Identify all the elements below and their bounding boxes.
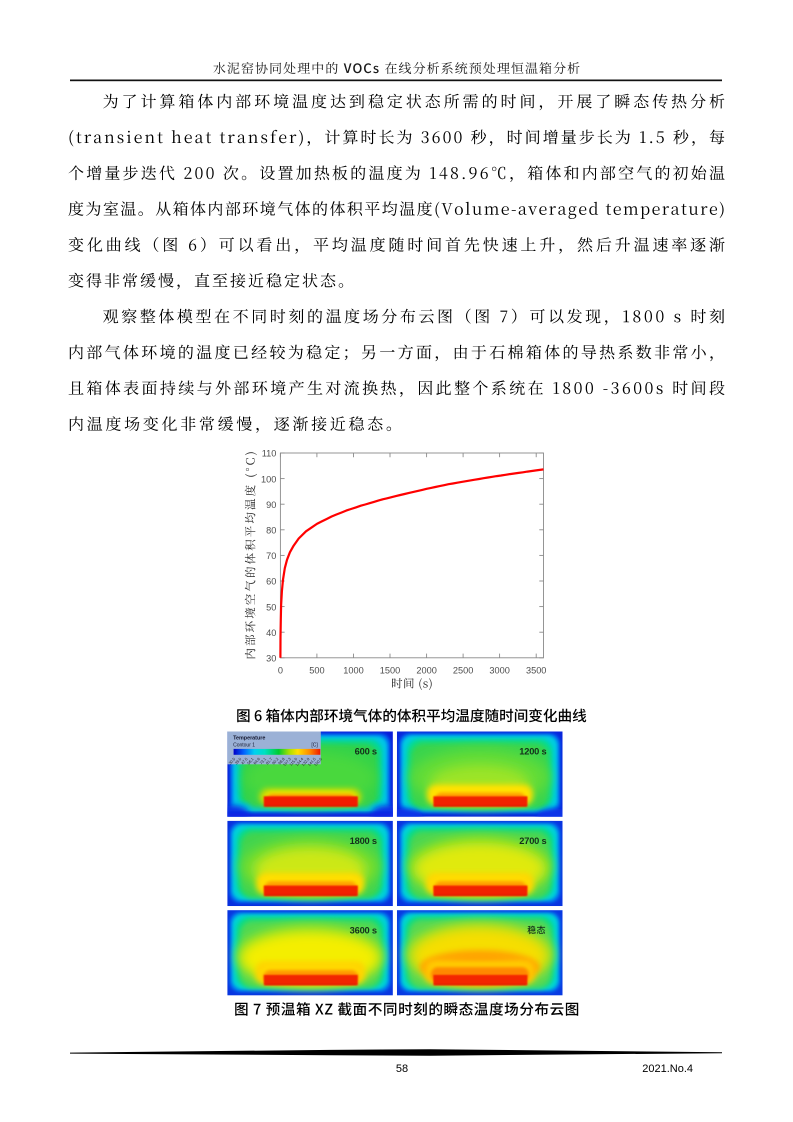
svg-text:3500: 3500 (526, 666, 546, 676)
svg-text:Contour 1: Contour 1 (233, 742, 255, 748)
svg-text:58: 58 (396, 1063, 408, 1075)
svg-text:2700 s: 2700 s (519, 836, 546, 846)
svg-text:30: 30 (266, 654, 276, 664)
svg-text:1800 s: 1800 s (350, 836, 377, 846)
svg-text:1200 s: 1200 s (519, 747, 546, 757)
svg-text:50: 50 (266, 602, 276, 612)
svg-text:500: 500 (309, 666, 324, 676)
svg-text:47.5: 47.5 (240, 756, 249, 765)
svg-text:30.5: 30.5 (227, 756, 236, 765)
svg-text:90: 90 (266, 500, 276, 510)
svg-text:1000: 1000 (343, 666, 363, 676)
svg-text:Temperature: Temperature (233, 736, 265, 742)
svg-text:1500: 1500 (380, 666, 400, 676)
svg-text:2500: 2500 (453, 666, 473, 676)
svg-text:60: 60 (266, 577, 276, 587)
svg-text:3000: 3000 (489, 666, 509, 676)
svg-text:39.0: 39.0 (234, 756, 243, 766)
svg-text:110: 110 (262, 449, 277, 459)
svg-text:100: 100 (261, 474, 276, 484)
svg-text:98.8: 98.8 (277, 756, 286, 765)
svg-text:3600 s: 3600 s (350, 925, 377, 935)
svg-text:73.1: 73.1 (258, 756, 267, 765)
svg-text:70: 70 (266, 551, 276, 561)
svg-text:80: 80 (266, 526, 276, 536)
svg-text:107.3: 107.3 (282, 756, 292, 767)
svg-text:132.9: 132.9 (300, 756, 310, 767)
svg-text:0: 0 (278, 666, 283, 676)
svg-text:2021.No.4: 2021.No.4 (642, 1063, 693, 1075)
svg-text:56.1: 56.1 (246, 756, 255, 765)
svg-text:115.9: 115.9 (288, 756, 298, 766)
svg-text:124.4: 124.4 (294, 756, 305, 767)
svg-text:90.2: 90.2 (271, 756, 280, 765)
svg-text:2000: 2000 (416, 666, 436, 676)
svg-text:150.0: 150.0 (313, 756, 324, 767)
svg-text:81.7: 81.7 (265, 756, 274, 765)
svg-text:64.6: 64.6 (252, 756, 261, 765)
svg-text:600 s: 600 s (355, 747, 377, 757)
svg-text:[C]: [C] (311, 742, 318, 748)
svg-text:40: 40 (266, 628, 276, 638)
svg-text:141.5: 141.5 (307, 756, 317, 767)
